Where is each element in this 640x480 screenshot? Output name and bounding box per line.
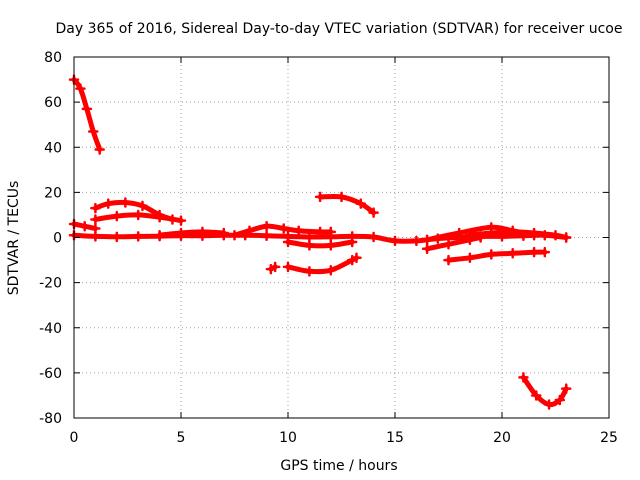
data-point <box>229 229 240 241</box>
data-point <box>464 229 476 241</box>
data-point <box>175 215 187 226</box>
data-point <box>90 231 101 242</box>
data-point <box>368 207 379 218</box>
data-point <box>102 198 114 209</box>
data-point <box>539 246 551 258</box>
data-point <box>269 261 281 273</box>
data-point <box>336 191 347 203</box>
y-tick-label: -40 <box>39 321 62 337</box>
data-point <box>261 220 272 232</box>
x-tick-label: 25 <box>600 430 618 446</box>
y-tick-label: 40 <box>44 140 62 156</box>
data-point <box>293 225 304 236</box>
data-point <box>325 226 337 238</box>
data-point <box>486 227 497 239</box>
data-point <box>88 126 99 137</box>
data-point <box>175 227 187 239</box>
y-tick-label: -20 <box>39 276 62 292</box>
data-series <box>68 74 572 410</box>
data-point <box>355 198 367 209</box>
data-point <box>560 232 572 243</box>
data-point <box>325 264 337 276</box>
data-point <box>443 239 454 250</box>
data-point <box>94 144 105 155</box>
series-arc-9 <box>285 239 355 249</box>
x-tick-label: 20 <box>493 430 511 446</box>
y-tick-label: 60 <box>44 95 62 111</box>
data-point <box>304 240 315 251</box>
data-point <box>550 229 561 241</box>
data-point <box>132 209 144 221</box>
data-point <box>507 248 518 259</box>
data-point <box>111 210 123 222</box>
data-point <box>554 394 566 406</box>
data-point <box>543 399 555 410</box>
data-point <box>351 252 362 264</box>
data-point <box>346 236 358 248</box>
y-tick-label: -80 <box>39 411 62 427</box>
data-point <box>443 254 454 266</box>
series-arc-11 <box>317 193 377 216</box>
x-axis-label: GPS time / hours <box>280 458 397 474</box>
data-point <box>81 103 93 115</box>
data-point <box>244 225 255 236</box>
data-point <box>261 230 272 241</box>
data-point <box>197 226 208 238</box>
data-point <box>282 236 294 248</box>
data-point <box>560 383 572 394</box>
data-point <box>507 226 518 238</box>
data-point <box>111 231 123 243</box>
y-axis-label: SDTVAR / TECUs <box>6 181 22 296</box>
data-point <box>314 191 326 203</box>
data-point <box>120 197 131 208</box>
series-arc-6 <box>157 229 227 238</box>
x-tick-label: 10 <box>279 430 297 446</box>
x-tick-label: 0 <box>70 430 79 446</box>
data-point <box>154 211 165 223</box>
data-point <box>304 266 315 277</box>
data-point <box>421 243 433 255</box>
x-tick-label: 15 <box>386 430 404 446</box>
data-point <box>132 231 144 242</box>
tick-labels: 0 5 10 15 20 25 80 60 40 20 0 -20 -40 -60 -80 <box>39 50 618 446</box>
data-point <box>389 235 401 247</box>
data-point <box>421 234 433 246</box>
data-point <box>486 249 497 260</box>
chart-title: Day 365 of 2016, Sidereal Day-to-day VTE… <box>56 21 623 37</box>
data-point <box>90 202 101 214</box>
data-point <box>90 214 101 225</box>
data-point <box>314 226 326 238</box>
data-point <box>79 220 90 232</box>
y-tick-label: 20 <box>44 185 62 201</box>
y-tick-label: 80 <box>44 50 62 66</box>
data-point <box>368 231 379 243</box>
data-point <box>464 252 476 264</box>
data-point <box>453 227 465 239</box>
data-point <box>528 227 540 239</box>
data-point <box>304 231 315 243</box>
data-point <box>218 227 230 239</box>
data-point <box>518 372 529 383</box>
data-point <box>325 240 337 251</box>
data-point <box>278 223 289 234</box>
data-point <box>75 83 86 94</box>
y-tick-label: 0 <box>53 231 62 247</box>
x-tick-label: 5 <box>177 430 186 446</box>
axis-ticks <box>73 56 610 419</box>
y-tick-label: -60 <box>39 366 62 382</box>
data-point <box>528 246 540 258</box>
data-point <box>154 229 165 241</box>
data-point <box>137 200 148 212</box>
data-point <box>530 390 542 401</box>
data-point <box>411 235 422 247</box>
data-point <box>282 261 294 273</box>
